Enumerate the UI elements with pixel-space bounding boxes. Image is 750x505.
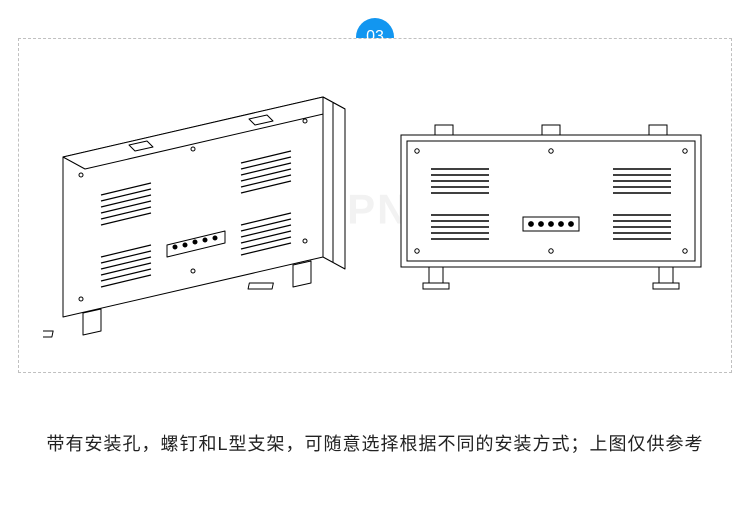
isometric-view (43, 87, 373, 347)
front-view (395, 123, 707, 295)
diagram-frame: SUNPN讯鹏 (18, 38, 732, 373)
caption-text: 带有安装孔，螺钉和L型支架，可随意选择根据不同的安装方式；上图仅供参考 (0, 430, 750, 456)
diagram-area: SUNPN讯鹏 (19, 39, 731, 372)
